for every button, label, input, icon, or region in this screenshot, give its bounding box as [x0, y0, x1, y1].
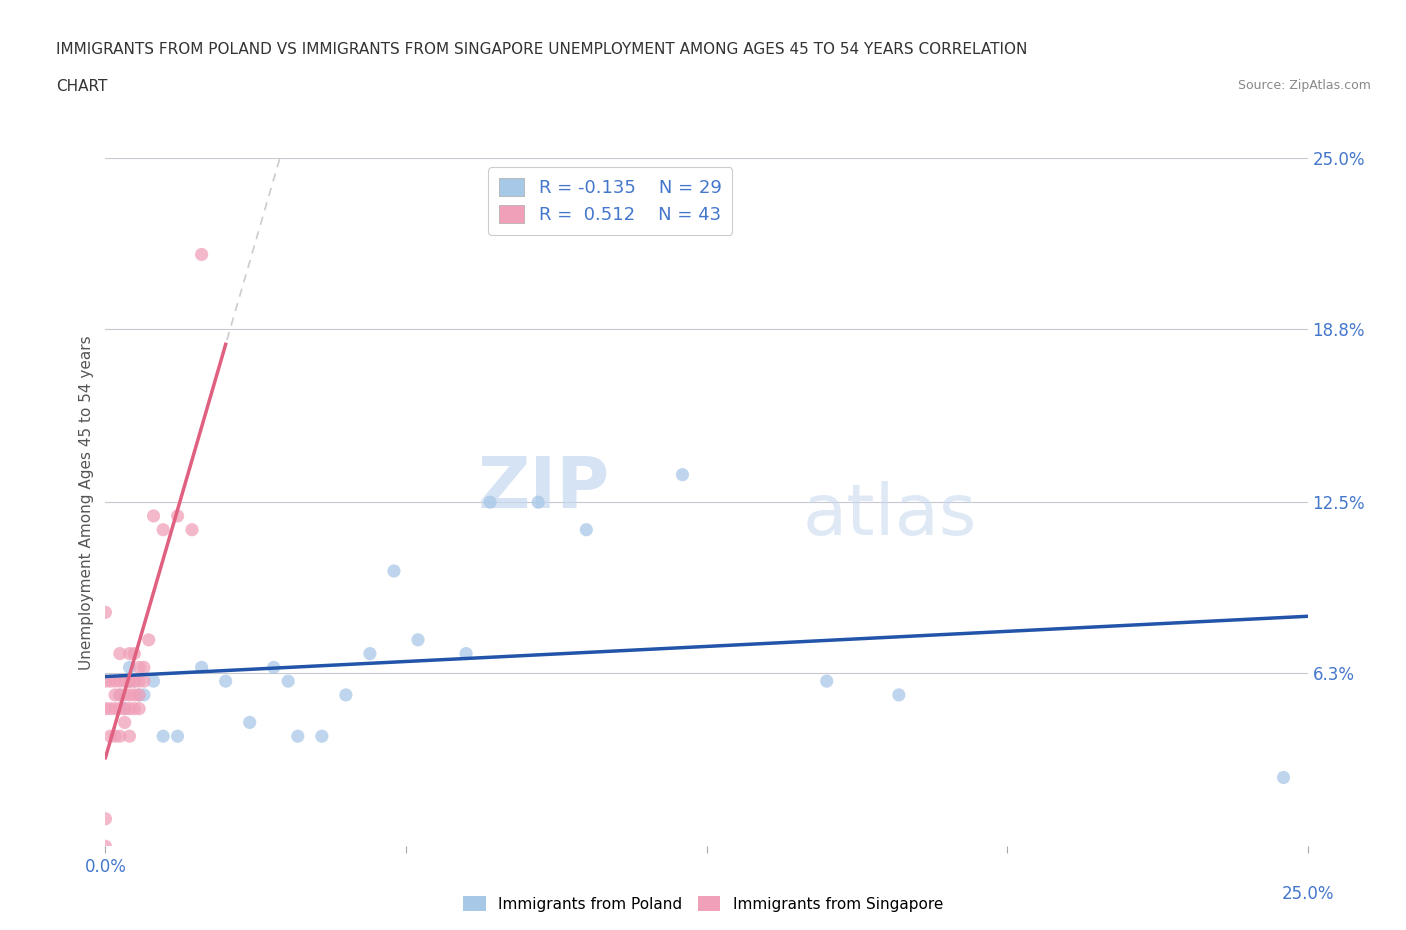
Point [138, 632, 160, 647]
Point [335, 687, 357, 702]
Y-axis label: Unemployment Among Ages 45 to 54 years: Unemployment Among Ages 45 to 54 years [79, 335, 94, 670]
Point [382, 564, 405, 578]
Text: IMMIGRANTS FROM POLAND VS IMMIGRANTS FROM SINGAPORE UNEMPLOYMENT AMONG AGES 45 T: IMMIGRANTS FROM POLAND VS IMMIGRANTS FRO… [56, 42, 1028, 57]
Point [118, 673, 141, 688]
Point [98, 673, 121, 688]
Point [108, 687, 131, 702]
Point [142, 509, 165, 524]
Point [104, 701, 127, 716]
Point [152, 729, 174, 744]
Text: CHART: CHART [56, 79, 108, 94]
Point [114, 715, 136, 730]
Point [118, 673, 141, 688]
Point [98, 729, 121, 744]
Point [239, 715, 262, 730]
Point [118, 701, 141, 716]
Point [124, 646, 146, 661]
Point [94, 673, 117, 688]
Point [190, 247, 212, 262]
Point [94, 839, 117, 854]
Point [181, 523, 204, 538]
Point [114, 701, 136, 716]
Point [108, 646, 131, 661]
Point [114, 701, 136, 716]
Point [527, 495, 550, 510]
Point [108, 673, 131, 688]
Point [1272, 770, 1295, 785]
Point [311, 729, 333, 744]
Point [124, 673, 146, 688]
Point [454, 646, 477, 661]
Point [132, 673, 155, 688]
Point [190, 660, 212, 675]
Point [114, 673, 136, 688]
Point [118, 687, 141, 702]
Point [124, 701, 146, 716]
Point [671, 467, 693, 482]
Point [132, 687, 155, 702]
Point [815, 673, 838, 688]
Point [359, 646, 381, 661]
Point [118, 646, 141, 661]
Point [108, 701, 131, 716]
Point [128, 687, 150, 702]
Point [128, 701, 150, 716]
Legend: R = -0.135    N = 29, R =  0.512    N = 43: R = -0.135 N = 29, R = 0.512 N = 43 [488, 167, 733, 234]
Point [108, 687, 131, 702]
Point [94, 811, 117, 826]
Point [132, 660, 155, 675]
Point [128, 660, 150, 675]
Point [104, 729, 127, 744]
Point [118, 729, 141, 744]
Point [104, 673, 127, 688]
Point [575, 523, 598, 538]
Point [128, 687, 150, 702]
Point [124, 673, 146, 688]
Legend: Immigrants from Poland, Immigrants from Singapore: Immigrants from Poland, Immigrants from … [457, 889, 949, 918]
Point [263, 660, 285, 675]
Point [287, 729, 309, 744]
Point [104, 687, 127, 702]
Point [166, 509, 188, 524]
Point [124, 687, 146, 702]
Point [887, 687, 910, 702]
Text: Source: ZipAtlas.com: Source: ZipAtlas.com [1237, 79, 1371, 92]
Point [166, 729, 188, 744]
Point [142, 673, 165, 688]
Point [277, 673, 299, 688]
Point [406, 632, 429, 647]
Text: atlas: atlas [803, 482, 977, 551]
Point [94, 701, 117, 716]
Point [479, 495, 502, 510]
Point [214, 673, 236, 688]
Point [118, 673, 141, 688]
Point [128, 673, 150, 688]
Text: ZIP: ZIP [478, 454, 610, 523]
Text: 25.0%: 25.0% [1281, 884, 1334, 903]
Point [114, 687, 136, 702]
Point [94, 604, 117, 619]
Point [98, 701, 121, 716]
Point [108, 729, 131, 744]
Point [152, 523, 174, 538]
Point [118, 660, 141, 675]
